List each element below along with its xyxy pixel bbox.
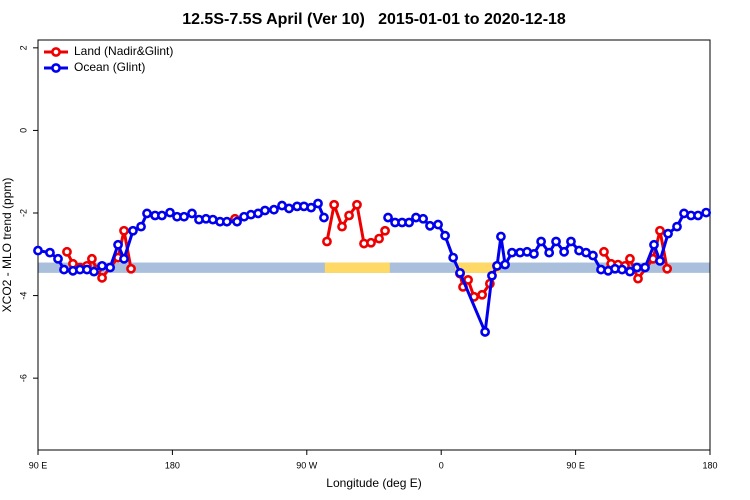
x-tick-label: 90 E xyxy=(566,460,585,470)
series-point xyxy=(269,204,279,215)
series-point xyxy=(663,228,673,239)
legend-label: Ocean (Glint) xyxy=(74,60,145,74)
series-point xyxy=(87,253,97,264)
y-tick-label: -4 xyxy=(18,292,28,300)
x-tick-label: 90 E xyxy=(29,460,48,470)
series-point xyxy=(337,221,347,232)
y-tick-label: 0 xyxy=(18,128,28,133)
legend-label: Land (Nadir&Glint) xyxy=(74,44,173,58)
series-point xyxy=(119,225,129,236)
series-point xyxy=(425,220,435,231)
series-point xyxy=(260,205,270,216)
series-point xyxy=(187,208,197,219)
series-point xyxy=(322,236,332,247)
y-tick-label: -2 xyxy=(18,209,28,217)
y-axis-label: XCO2 - MLO trend (ppm) xyxy=(0,178,14,313)
series-point xyxy=(448,252,459,263)
series-point xyxy=(492,260,502,271)
series-point xyxy=(693,210,703,221)
series-point xyxy=(33,245,43,256)
series-point xyxy=(566,236,576,247)
series-point xyxy=(418,213,429,224)
legend-marker xyxy=(51,63,61,73)
series-point xyxy=(507,247,517,258)
series-point xyxy=(633,273,643,284)
series-point xyxy=(440,230,450,241)
series-point xyxy=(544,247,555,258)
series-point xyxy=(477,289,488,300)
series-point xyxy=(496,231,506,242)
series-point xyxy=(105,262,116,273)
series-point xyxy=(329,199,340,210)
series-point xyxy=(599,246,609,257)
series-point xyxy=(536,236,547,247)
series-point xyxy=(53,253,63,264)
series-point xyxy=(383,212,393,223)
series-point xyxy=(640,262,650,273)
series-point xyxy=(128,225,138,236)
series-point xyxy=(97,272,107,283)
series-point xyxy=(529,248,539,259)
series-point xyxy=(649,239,659,250)
plot-frame xyxy=(37,39,711,451)
series-point xyxy=(662,263,673,274)
x-tick-label: 180 xyxy=(702,460,717,470)
series-point xyxy=(45,247,55,258)
series-point xyxy=(701,207,712,218)
series-point xyxy=(113,239,123,250)
series-point xyxy=(404,217,414,228)
series-point xyxy=(588,250,598,261)
series-point xyxy=(380,225,390,236)
series-point xyxy=(222,216,232,227)
series-point xyxy=(97,260,107,271)
series-point xyxy=(232,216,242,227)
x-tick-label: 0 xyxy=(439,460,444,470)
series-point xyxy=(119,253,129,264)
series-point xyxy=(59,264,69,275)
series-point xyxy=(559,246,570,257)
series-point xyxy=(344,210,354,221)
series-point xyxy=(62,246,72,257)
series-point xyxy=(655,255,665,266)
series-point xyxy=(165,207,175,218)
series-point xyxy=(366,237,376,248)
y-tick-label: 2 xyxy=(18,45,28,50)
series-point xyxy=(433,219,443,230)
series-point xyxy=(126,263,136,274)
series-point xyxy=(284,203,294,214)
series-point xyxy=(306,202,317,213)
series-point xyxy=(632,262,642,273)
series-point xyxy=(157,210,167,221)
series-point xyxy=(480,327,491,337)
chart-title: 12.5S-7.5S April (Ver 10) 2015-01-01 to … xyxy=(182,11,566,28)
series-point xyxy=(352,199,362,210)
series-point xyxy=(89,266,99,277)
series-point xyxy=(625,253,635,264)
series-point xyxy=(142,208,152,219)
series-point xyxy=(179,211,189,222)
legend-marker xyxy=(51,47,61,57)
x-tick-label: 90 W xyxy=(296,460,318,470)
x-tick-label: 180 xyxy=(165,460,180,470)
series-point xyxy=(487,270,497,281)
series-point xyxy=(551,236,561,247)
y-tick-label: -6 xyxy=(18,374,28,382)
series-point xyxy=(625,266,635,277)
series-point xyxy=(136,221,146,232)
series-point xyxy=(313,198,323,209)
series-point xyxy=(319,212,329,223)
land-segment xyxy=(455,262,501,273)
series-point xyxy=(500,259,511,270)
series-point xyxy=(617,264,627,275)
series-point xyxy=(672,221,682,232)
x-axis-label: Longitude (deg E) xyxy=(326,476,421,490)
series-point xyxy=(655,225,665,236)
series-point xyxy=(374,233,384,244)
series-point xyxy=(455,267,465,278)
land-segment xyxy=(324,262,390,273)
